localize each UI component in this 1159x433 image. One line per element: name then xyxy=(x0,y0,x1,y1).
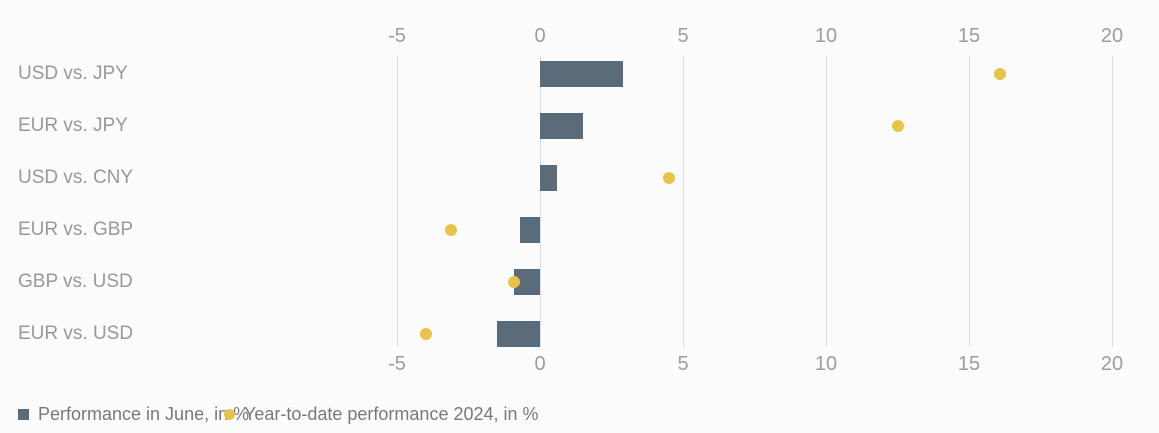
category-label: GBP vs. USD xyxy=(18,271,133,292)
dot-ytd-performance xyxy=(445,224,458,236)
category-label: EUR vs. GBP xyxy=(18,219,134,240)
gridline-x-10 xyxy=(826,56,827,347)
x-tick-label-bottom: 15 xyxy=(957,353,981,375)
dot-ytd-performance xyxy=(994,68,1007,80)
gridline-x-15 xyxy=(969,56,970,347)
legend-label-ytd-performance: Year-to-date performance 2024, in % xyxy=(244,403,539,424)
category-label: EUR vs. USD xyxy=(18,323,134,344)
bar-performance-june xyxy=(519,217,540,243)
x-tick-label-top: 10 xyxy=(814,25,838,47)
x-tick-label-bottom: 20 xyxy=(1100,353,1124,375)
dot-ytd-performance xyxy=(508,276,521,288)
x-tick-label-bottom: -5 xyxy=(388,353,406,375)
legend-square-marker-icon xyxy=(18,408,29,420)
legend-item-june-performance: Performance in June, in % xyxy=(18,402,249,426)
gridline-x-0 xyxy=(540,56,541,347)
gridline-x-5 xyxy=(683,56,684,347)
category-label: EUR vs. JPY xyxy=(18,115,128,136)
legend-circle-marker-icon xyxy=(224,408,235,420)
dot-ytd-performance xyxy=(662,172,675,184)
dot-ytd-performance xyxy=(419,328,432,340)
bar-performance-june xyxy=(540,61,623,87)
bar-performance-june xyxy=(497,321,540,347)
legend-label-june-performance: Performance in June, in % xyxy=(38,403,250,424)
x-tick-label-top: 0 xyxy=(534,25,546,47)
dot-ytd-performance xyxy=(891,120,904,132)
x-tick-label-top: -5 xyxy=(388,25,406,47)
legend-item-ytd-performance: Year-to-date performance 2024, in % xyxy=(224,402,539,426)
x-tick-label-top: 20 xyxy=(1100,25,1124,47)
x-tick-label-bottom: 0 xyxy=(534,353,546,375)
x-tick-label-bottom: 5 xyxy=(677,353,689,375)
x-tick-label-bottom: 10 xyxy=(814,353,838,375)
x-tick-label-top: 15 xyxy=(957,25,981,47)
category-label: USD vs. JPY xyxy=(18,63,128,84)
gridline-x-20 xyxy=(1112,56,1113,347)
category-label: USD vs. CNY xyxy=(18,167,134,188)
x-tick-label-top: 5 xyxy=(677,25,689,47)
bar-performance-june xyxy=(540,165,558,191)
legend: Performance in June, in % Year-to-date p… xyxy=(0,402,1159,426)
bar-performance-june xyxy=(540,113,583,139)
gridline-x--5 xyxy=(397,56,398,347)
